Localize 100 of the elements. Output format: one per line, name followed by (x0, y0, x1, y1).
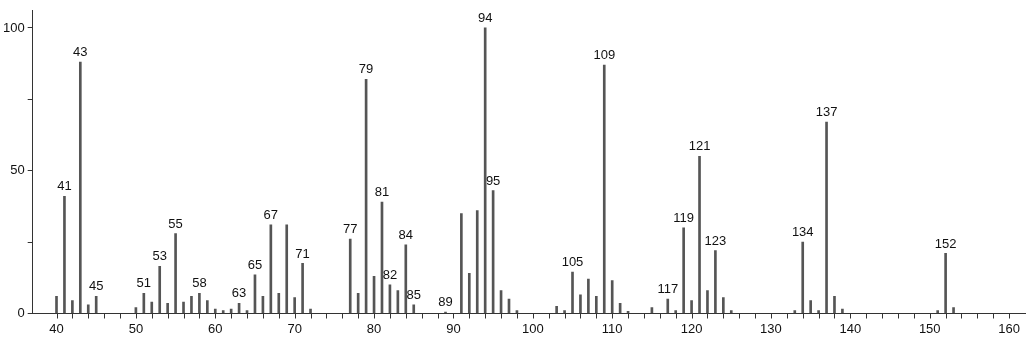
bar (952, 307, 955, 314)
annotation: 105 (561, 254, 584, 270)
annotation: 55 (168, 215, 183, 231)
bar (587, 278, 590, 314)
x-tick-label: 40 (49, 320, 64, 336)
bar (555, 305, 558, 314)
bar (460, 213, 463, 314)
bar (483, 27, 487, 314)
y-tick-label: 50 (10, 162, 25, 178)
annotation: 137 (815, 104, 838, 120)
annotation: 43 (73, 44, 88, 60)
annotation: 89 (438, 294, 453, 310)
bar (309, 308, 312, 314)
y-tick-label: 100 (2, 19, 25, 35)
x-tick-label: 110 (601, 320, 623, 336)
x-tick-label: 80 (366, 320, 382, 336)
bar (182, 301, 185, 314)
annotation: 123 (704, 232, 727, 248)
bar (404, 244, 408, 314)
annotation: 152 (934, 235, 957, 251)
bar (706, 290, 709, 314)
bar (71, 300, 74, 314)
bar (285, 224, 289, 314)
y-tick-label: 0 (17, 304, 25, 320)
bar (78, 61, 82, 314)
annotation: 41 (57, 178, 72, 194)
bar (602, 64, 606, 314)
bar (190, 295, 193, 314)
x-tick-label: 90 (446, 320, 461, 336)
x-tick-label: 50 (128, 320, 144, 336)
x-tick-label: 70 (287, 320, 302, 336)
bar (412, 304, 416, 314)
bar (293, 297, 296, 314)
bar (86, 304, 90, 314)
annotation: 81 (374, 184, 390, 200)
annotation: 109 (593, 47, 616, 63)
bar (817, 310, 820, 314)
bar (150, 301, 154, 314)
bar (936, 310, 940, 314)
annotation: 63 (231, 285, 247, 301)
annotation: 134 (791, 224, 814, 240)
bar (714, 250, 717, 314)
x-tick-label: 100 (521, 320, 544, 336)
bar (722, 297, 725, 314)
bar (467, 273, 471, 314)
annotation: 82 (382, 266, 398, 282)
bar (944, 253, 947, 314)
bar (63, 196, 66, 314)
bar (825, 121, 828, 314)
bar (801, 241, 805, 314)
bar (571, 271, 574, 314)
annotation: 119 (673, 209, 695, 225)
annotation: 95 (485, 172, 501, 188)
annotation: 79 (358, 61, 374, 77)
x-tick-label: 160 (998, 320, 1020, 336)
annotation: 51 (136, 275, 152, 291)
bar (158, 265, 162, 314)
bar (348, 238, 352, 314)
bar (674, 310, 678, 314)
x-tick-label: 60 (208, 320, 223, 336)
annotation: 45 (88, 278, 104, 294)
bar (841, 308, 844, 314)
bar (594, 295, 598, 314)
bar (682, 227, 685, 314)
bar (94, 295, 98, 314)
bar (174, 233, 177, 314)
bar (142, 293, 146, 314)
bar (690, 300, 693, 314)
annotation: 67 (263, 206, 279, 222)
bar (729, 310, 733, 314)
bar (579, 294, 582, 314)
annotation: 53 (152, 248, 167, 264)
annotation: 117 (657, 281, 679, 297)
bar (666, 298, 670, 314)
x-tick-label: 140 (839, 320, 862, 336)
bar (475, 210, 479, 314)
x-tick-label: 150 (918, 320, 941, 336)
bar (166, 303, 169, 314)
bar (833, 295, 836, 314)
annotation: 58 (192, 275, 207, 291)
annotation: 85 (406, 286, 421, 302)
annotation: 71 (295, 245, 310, 261)
annotation: 77 (342, 221, 358, 237)
bar (55, 295, 58, 314)
bar (221, 310, 225, 314)
bar (610, 280, 614, 314)
x-tick-label: 120 (680, 320, 703, 336)
annotation: 121 (688, 138, 711, 154)
bar (206, 300, 209, 314)
bar (809, 300, 812, 314)
x-tick-label: 130 (760, 320, 782, 336)
bar (698, 156, 701, 314)
bar (301, 263, 304, 314)
bar (793, 310, 797, 314)
bar (277, 293, 281, 314)
bar (563, 310, 566, 314)
annotation: 65 (247, 256, 263, 272)
annotation: 94 (477, 10, 493, 26)
annotation: 84 (398, 226, 414, 242)
bar (213, 308, 217, 314)
